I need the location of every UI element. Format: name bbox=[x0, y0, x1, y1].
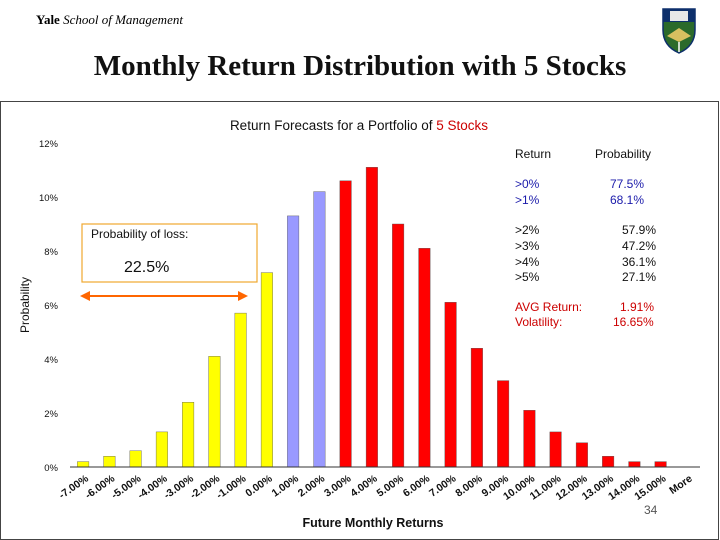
table-header-return: Return bbox=[515, 147, 551, 161]
bar-series bbox=[77, 167, 667, 468]
table-row-prob: 77.5% bbox=[610, 177, 644, 191]
table-row-ret: >3% bbox=[515, 239, 540, 253]
table-row-prob: 27.1% bbox=[622, 270, 656, 284]
school-name-bold: Yale bbox=[36, 12, 60, 27]
slide-title: Monthly Return Distribution with 5 Stock… bbox=[93, 50, 627, 82]
bar-8-00- bbox=[470, 347, 483, 468]
bar-7-00- bbox=[444, 302, 457, 468]
bar--2-00- bbox=[208, 356, 221, 468]
bar-1-00- bbox=[287, 215, 300, 468]
y-axis-ticks: 0% 2% 4% 6% 8% 10% 12% bbox=[39, 139, 59, 474]
loss-arrow-head-left bbox=[80, 291, 90, 301]
bar-2-00- bbox=[313, 191, 326, 468]
school-name: Yale School of Management bbox=[36, 12, 183, 28]
y-axis-label: Probability bbox=[18, 277, 32, 333]
table-row-ret: >2% bbox=[515, 223, 540, 237]
bar-5-00- bbox=[392, 223, 405, 468]
table-row-ret: >4% bbox=[515, 255, 540, 269]
table-row-ret: >1% bbox=[515, 193, 540, 207]
bar--1-00- bbox=[234, 312, 247, 468]
y-tick-label: 0% bbox=[44, 463, 58, 474]
avg-return-value: 1.91% bbox=[620, 300, 654, 314]
y-tick-label: 10% bbox=[39, 193, 59, 204]
table-row-prob: 57.9% bbox=[622, 223, 656, 237]
loss-box-label: Probability of loss: bbox=[91, 227, 188, 241]
loss-arrow bbox=[80, 291, 248, 301]
volatility-label: Volatility: bbox=[515, 315, 562, 329]
bar-4-00- bbox=[365, 167, 378, 468]
chart-panel: Return Forecasts for a Portfolio of 5 St… bbox=[0, 101, 719, 540]
y-tick-label: 2% bbox=[44, 409, 58, 420]
bar-6-00- bbox=[418, 248, 431, 468]
chart-title-prefix: Return Forecasts for a Portfolio of bbox=[230, 118, 436, 133]
stats-table: Return Probability >0% 77.5% >1% 68.1% >… bbox=[515, 147, 656, 329]
bar--5-00- bbox=[129, 450, 142, 468]
table-row-ret: >0% bbox=[515, 177, 540, 191]
loss-box: Probability of loss: 22.5% bbox=[81, 223, 258, 283]
bar-9-00- bbox=[497, 380, 510, 468]
loss-arrow-head-right bbox=[238, 291, 248, 301]
table-row-prob: 47.2% bbox=[622, 239, 656, 253]
bar-14-00- bbox=[628, 461, 641, 468]
bar--3-00- bbox=[182, 402, 195, 468]
bar--6-00- bbox=[103, 456, 116, 468]
bar-3-00- bbox=[339, 180, 352, 468]
chart-title: Return Forecasts for a Portfolio of 5 St… bbox=[230, 118, 488, 133]
bar-0-00- bbox=[260, 272, 273, 468]
bar-10-00- bbox=[523, 410, 536, 468]
bar-11-00- bbox=[549, 431, 562, 468]
y-tick-label: 4% bbox=[44, 355, 58, 366]
bar-13-00- bbox=[602, 456, 615, 468]
avg-return-label: AVG Return: bbox=[515, 300, 582, 314]
loss-box-frame bbox=[81, 223, 258, 283]
slide-header: Yale School of Management Monthly Return… bbox=[0, 0, 720, 100]
y-tick-label: 12% bbox=[39, 139, 59, 150]
table-row-prob: 36.1% bbox=[622, 255, 656, 269]
table-header-probability: Probability bbox=[595, 147, 651, 161]
loss-box-value: 22.5% bbox=[124, 259, 169, 276]
x-axis-label: Future Monthly Returns bbox=[303, 516, 444, 530]
bar--7-00- bbox=[77, 461, 90, 468]
school-name-rest: School of Management bbox=[59, 12, 183, 27]
page-number: 34 bbox=[644, 503, 658, 517]
bar-12-00- bbox=[575, 442, 588, 468]
chart-title-highlight: 5 Stocks bbox=[436, 118, 488, 133]
volatility-value: 16.65% bbox=[613, 315, 654, 329]
bar-15-00- bbox=[654, 461, 667, 468]
y-tick-label: 6% bbox=[44, 301, 58, 312]
bar--4-00- bbox=[155, 431, 168, 468]
yale-shield-logo bbox=[662, 8, 696, 54]
table-row-prob: 68.1% bbox=[610, 193, 644, 207]
y-tick-label: 8% bbox=[44, 247, 58, 258]
table-row-ret: >5% bbox=[515, 270, 540, 284]
